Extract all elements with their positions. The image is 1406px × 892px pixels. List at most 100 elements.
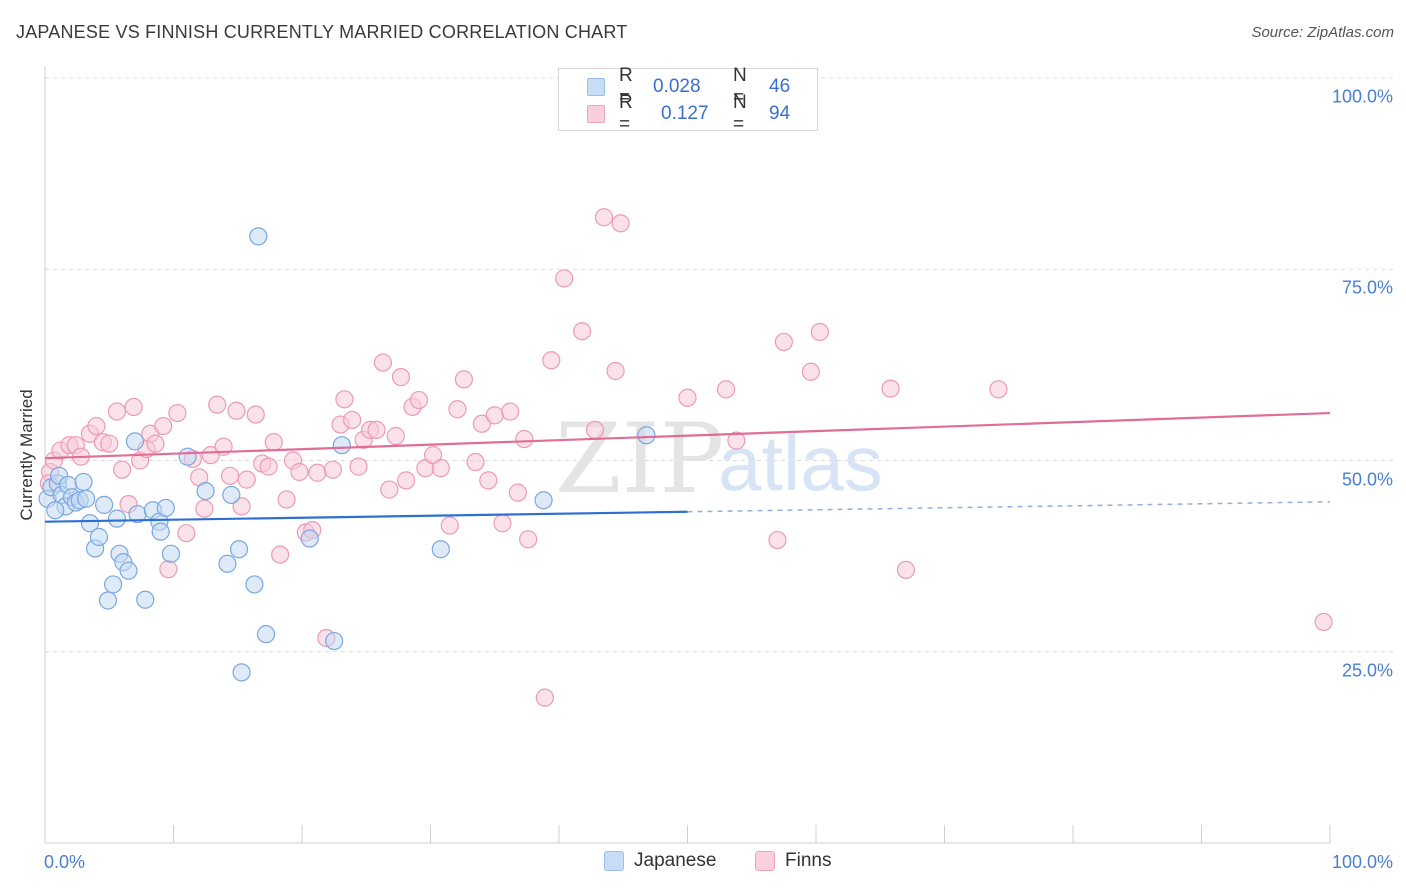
stats-legend: R = 0.028 N = 46 R = 0.127 N = 94 <box>558 65 818 135</box>
point-finns <box>264 433 283 452</box>
point-finns <box>768 530 787 550</box>
point-japanese <box>95 495 114 514</box>
legend-r-value: 0.028 <box>653 76 701 97</box>
point-japanese <box>325 631 344 651</box>
trend-line-finns <box>44 411 1331 460</box>
point-japanese <box>332 436 351 455</box>
point-finns <box>810 322 829 342</box>
legend-swatch-finns <box>587 105 605 123</box>
x-tick-label-max: 100.0% <box>1331 852 1393 872</box>
legend-r-label: R = <box>619 92 633 135</box>
legend-n-label: N = <box>733 92 747 135</box>
bottom-legend-japanese: Japanese <box>604 850 716 872</box>
trend-lines <box>44 411 1331 523</box>
point-finns <box>259 457 278 476</box>
point-finns <box>246 405 265 424</box>
point-japanese <box>534 491 553 510</box>
point-finns <box>177 524 196 543</box>
point-finns <box>542 351 561 370</box>
point-finns <box>585 420 605 439</box>
point-japanese <box>125 432 145 451</box>
point-japanese <box>156 498 175 518</box>
point-finns <box>989 380 1008 399</box>
point-finns <box>146 434 165 453</box>
point-japanese <box>256 625 276 644</box>
legend-n-value: 94 <box>769 103 791 124</box>
y-tick-label: 100.0% <box>1331 86 1393 107</box>
point-finns <box>227 401 246 420</box>
x-tick-label-min: 0.0% <box>44 852 86 872</box>
point-finns <box>508 483 527 502</box>
point-finns <box>896 560 916 579</box>
point-finns <box>391 368 411 387</box>
point-finns <box>774 332 793 352</box>
point-finns <box>159 560 178 579</box>
point-finns <box>386 426 405 446</box>
point-japanese <box>104 575 123 594</box>
point-japanese <box>74 472 93 492</box>
point-finns <box>493 514 512 533</box>
y-tick-label: 75.0% <box>1341 277 1393 298</box>
legend-r-label: R = <box>619 65 633 108</box>
point-finns <box>1314 612 1333 632</box>
legend-r-value: 0.127 <box>661 103 709 124</box>
bottom-legend-finns: Finns <box>755 850 831 872</box>
point-finns <box>727 431 746 450</box>
chart-title: JAPANESE VS FINNISH CURRENTLY MARRIED CO… <box>16 22 628 42</box>
bottom-legend-label-finns: Finns <box>785 850 832 871</box>
point-japanese <box>80 514 100 533</box>
point-finns <box>349 457 368 476</box>
point-japanese <box>161 544 181 563</box>
point-japanese <box>89 527 109 547</box>
point-japanese <box>431 540 450 559</box>
trend-line-japanese-extension <box>687 501 1331 513</box>
point-finns <box>220 466 240 485</box>
bottom-legend-swatch-finns <box>755 851 775 871</box>
point-finns <box>271 545 290 564</box>
point-finns <box>290 462 309 482</box>
point-japanese <box>196 482 215 501</box>
point-japanese <box>98 591 118 610</box>
point-finns <box>555 269 574 288</box>
point-finns <box>373 353 393 372</box>
point-japanese <box>136 590 155 609</box>
bottom-legend-label-japanese: Japanese <box>634 850 717 871</box>
point-finns <box>201 446 220 465</box>
legend-swatch-japanese <box>587 78 605 96</box>
point-finns <box>277 490 296 509</box>
point-finns <box>606 361 625 381</box>
point-japanese <box>119 561 138 580</box>
point-finns <box>440 516 459 535</box>
legend-n-value: 46 <box>769 76 791 97</box>
point-finns <box>611 214 630 233</box>
point-finns <box>573 322 592 341</box>
point-japanese <box>229 540 249 559</box>
point-japanese <box>222 485 241 505</box>
point-finns <box>154 416 173 436</box>
point-finns <box>208 395 227 414</box>
y-tick-label: 25.0% <box>1341 660 1393 681</box>
point-japanese <box>300 529 319 548</box>
point-finns <box>335 390 354 409</box>
point-japanese <box>46 501 65 520</box>
point-japanese <box>107 509 127 528</box>
point-finns <box>87 416 106 436</box>
point-finns <box>367 420 386 439</box>
point-finns <box>168 403 187 423</box>
point-finns <box>112 460 132 479</box>
point-finns <box>881 379 900 398</box>
point-finns <box>431 459 450 478</box>
point-finns <box>396 471 416 490</box>
point-finns <box>519 530 538 549</box>
point-finns <box>107 402 127 421</box>
point-finns <box>454 370 474 389</box>
gridlines <box>45 77 1393 653</box>
point-japanese <box>245 575 264 594</box>
point-finns <box>323 460 342 479</box>
bottom-legend-swatch-japanese <box>604 851 624 871</box>
point-finns <box>380 480 399 499</box>
point-japanese <box>218 554 237 573</box>
point-japanese <box>249 227 268 246</box>
point-japanese <box>232 663 251 682</box>
point-japanese <box>77 489 96 508</box>
